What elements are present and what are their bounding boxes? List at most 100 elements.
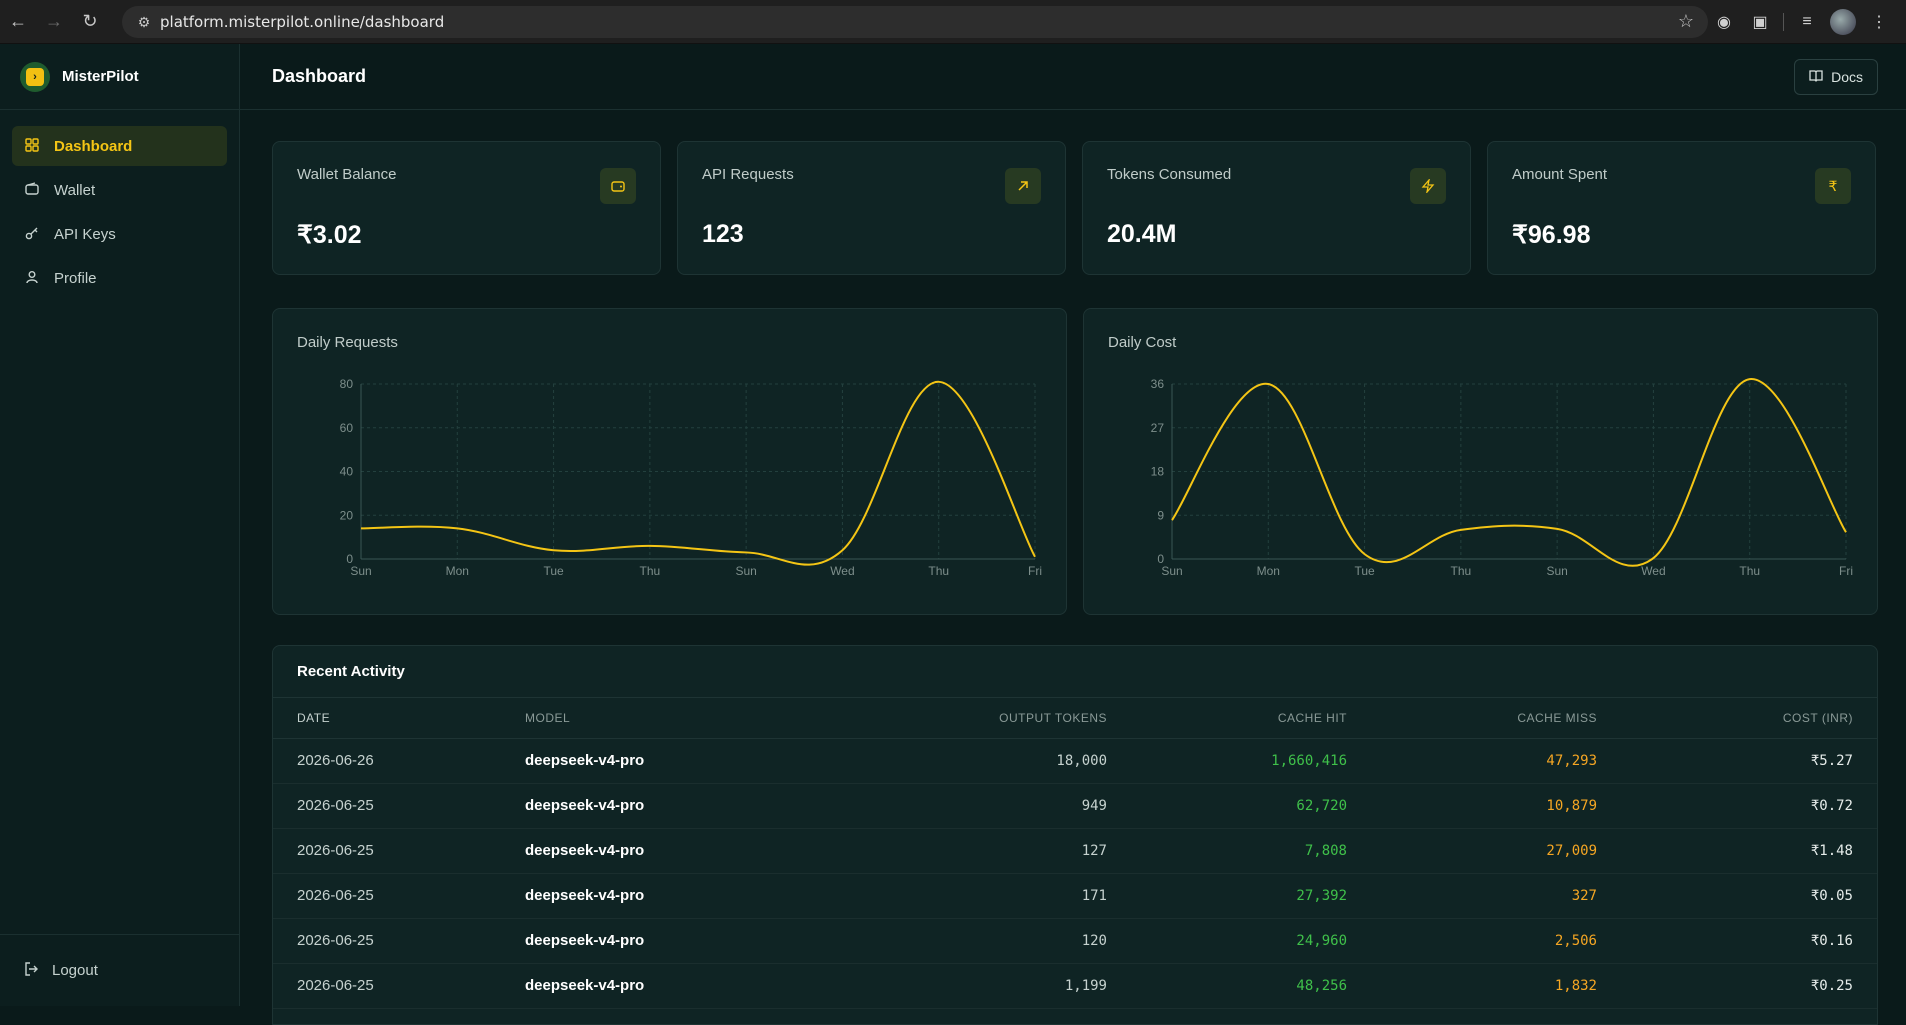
address-bar[interactable]: ⚙ platform.misterpilot.online/dashboard … xyxy=(122,6,1708,38)
cell-output-tokens: 949 xyxy=(785,783,1107,828)
book-icon xyxy=(1809,69,1823,86)
x-tick-label: Fri xyxy=(1028,564,1042,578)
cell-cache-hit: 7,808 xyxy=(1107,828,1347,873)
main-content: Dashboard Docs Wallet Balance ₹3.02 API … xyxy=(240,44,1906,1006)
rupee-icon: ₹ xyxy=(1815,168,1851,204)
profile-avatar[interactable] xyxy=(1830,9,1856,35)
sidebar-item-label: Wallet xyxy=(54,182,95,199)
user-icon xyxy=(24,270,40,287)
table-header-row: DATE MODEL OUTPUT TOKENS CACHE HIT CACHE… xyxy=(273,698,1877,738)
cell-cache-hit: 24,960 xyxy=(1107,918,1347,963)
brand[interactable]: › MisterPilot xyxy=(0,44,239,110)
sidebar: › MisterPilot Dashboard Wallet API Keys xyxy=(0,44,240,1006)
stat-value: 20.4M xyxy=(1107,220,1176,249)
cell-output-tokens: 1,199 xyxy=(785,963,1107,1008)
page-header: Dashboard Docs xyxy=(240,44,1906,110)
column-header-model: MODEL xyxy=(525,698,785,738)
y-tick-label: 60 xyxy=(340,421,354,435)
browser-actions: ◉ ▣ ≡ ⋮ xyxy=(1711,0,1906,44)
logout-icon xyxy=(24,962,38,980)
cell-model: deepseek-v4-pro xyxy=(525,783,785,828)
cell-cache-miss: 327 xyxy=(1347,873,1597,918)
logo-icon: › xyxy=(20,62,50,92)
cell-cost: ₹0.72 xyxy=(1597,783,1877,828)
back-icon[interactable]: ← xyxy=(0,0,36,44)
x-tick-label: Thu xyxy=(1739,564,1760,578)
reload-icon[interactable]: ↻ xyxy=(72,0,108,44)
x-tick-label: Wed xyxy=(830,564,854,578)
cell-date: 2026-06-25 xyxy=(273,828,525,873)
address-url[interactable]: platform.misterpilot.online/dashboard xyxy=(160,13,444,31)
cell-cache-miss: 47,293 xyxy=(1347,738,1597,783)
cell-model: deepseek-v4-pro xyxy=(525,738,785,783)
stat-card-wallet-balance: Wallet Balance ₹3.02 xyxy=(272,141,661,275)
cell-date: 2026-06-26 xyxy=(273,738,525,783)
cell-output-tokens: 120 xyxy=(785,918,1107,963)
column-header-cache-miss: CACHE MISS xyxy=(1347,698,1597,738)
extensions-icon[interactable]: ▣ xyxy=(1747,9,1773,35)
stats-cards: Wallet Balance ₹3.02 API Requests 123 To… xyxy=(272,141,1876,275)
logout-button[interactable]: Logout xyxy=(0,934,239,1006)
media-queue-icon[interactable]: ≡ xyxy=(1794,9,1820,35)
site-settings-icon[interactable]: ⚙ xyxy=(128,14,160,31)
lightning-icon xyxy=(1410,168,1446,204)
cell-cache-hit: 1,660,416 xyxy=(1107,738,1347,783)
cell-cost: ₹0.25 xyxy=(1597,963,1877,1008)
cell-cost: ₹0.05 xyxy=(1597,873,1877,918)
y-tick-label: 80 xyxy=(340,377,354,391)
activity-table: DATE MODEL OUTPUT TOKENS CACHE HIT CACHE… xyxy=(273,698,1877,1009)
cell-model: deepseek-v4-pro xyxy=(525,918,785,963)
cell-cost: ₹0.16 xyxy=(1597,918,1877,963)
x-tick-label: Sun xyxy=(735,564,756,578)
cell-date: 2026-06-25 xyxy=(273,783,525,828)
toolbar-divider xyxy=(1783,13,1784,31)
kebab-menu-icon[interactable]: ⋮ xyxy=(1866,9,1892,35)
x-tick-label: Fri xyxy=(1839,564,1853,578)
sidebar-item-dashboard[interactable]: Dashboard xyxy=(12,126,227,166)
stat-value: 123 xyxy=(702,220,744,249)
cell-cache-miss: 1,832 xyxy=(1347,963,1597,1008)
arrow-up-right-icon xyxy=(1005,168,1041,204)
cell-cost: ₹1.48 xyxy=(1597,828,1877,873)
y-tick-label: 36 xyxy=(1151,377,1165,391)
y-tick-label: 40 xyxy=(340,465,354,479)
cell-output-tokens: 18,000 xyxy=(785,738,1107,783)
stat-label: Amount Spent xyxy=(1512,166,1851,183)
x-tick-label: Sun xyxy=(1161,564,1182,578)
stat-card-api-requests: API Requests 123 xyxy=(677,141,1066,275)
column-header-output-tokens: OUTPUT TOKENS xyxy=(785,698,1107,738)
y-tick-label: 20 xyxy=(340,508,354,522)
x-tick-label: Tue xyxy=(543,564,564,578)
cell-output-tokens: 127 xyxy=(785,828,1107,873)
sidebar-item-label: API Keys xyxy=(54,226,116,243)
google-lens-icon[interactable]: ◉ xyxy=(1711,9,1737,35)
docs-button[interactable]: Docs xyxy=(1794,59,1878,95)
forward-icon[interactable]: → xyxy=(36,0,72,44)
stat-label: Wallet Balance xyxy=(297,166,636,183)
sidebar-item-api-keys[interactable]: API Keys xyxy=(12,214,227,254)
cell-cache-miss: 27,009 xyxy=(1347,828,1597,873)
column-header-date: DATE xyxy=(273,698,525,738)
sidebar-item-wallet[interactable]: Wallet xyxy=(12,170,227,210)
cell-model: deepseek-v4-pro xyxy=(525,963,785,1008)
cell-date: 2026-06-25 xyxy=(273,963,525,1008)
cell-cache-hit: 27,392 xyxy=(1107,873,1347,918)
x-tick-label: Thu xyxy=(640,564,661,578)
x-tick-label: Mon xyxy=(446,564,469,578)
x-tick-label: Thu xyxy=(1451,564,1472,578)
cell-model: deepseek-v4-pro xyxy=(525,873,785,918)
stat-card-tokens-consumed: Tokens Consumed 20.4M xyxy=(1082,141,1471,275)
cell-cache-miss: 2,506 xyxy=(1347,918,1597,963)
sidebar-item-profile[interactable]: Profile xyxy=(12,258,227,298)
cell-cost: ₹5.27 xyxy=(1597,738,1877,783)
stat-card-amount-spent: Amount Spent ₹96.98 ₹ xyxy=(1487,141,1876,275)
bookmark-star-icon[interactable]: ☆ xyxy=(1678,11,1694,32)
page-title: Dashboard xyxy=(272,66,366,87)
